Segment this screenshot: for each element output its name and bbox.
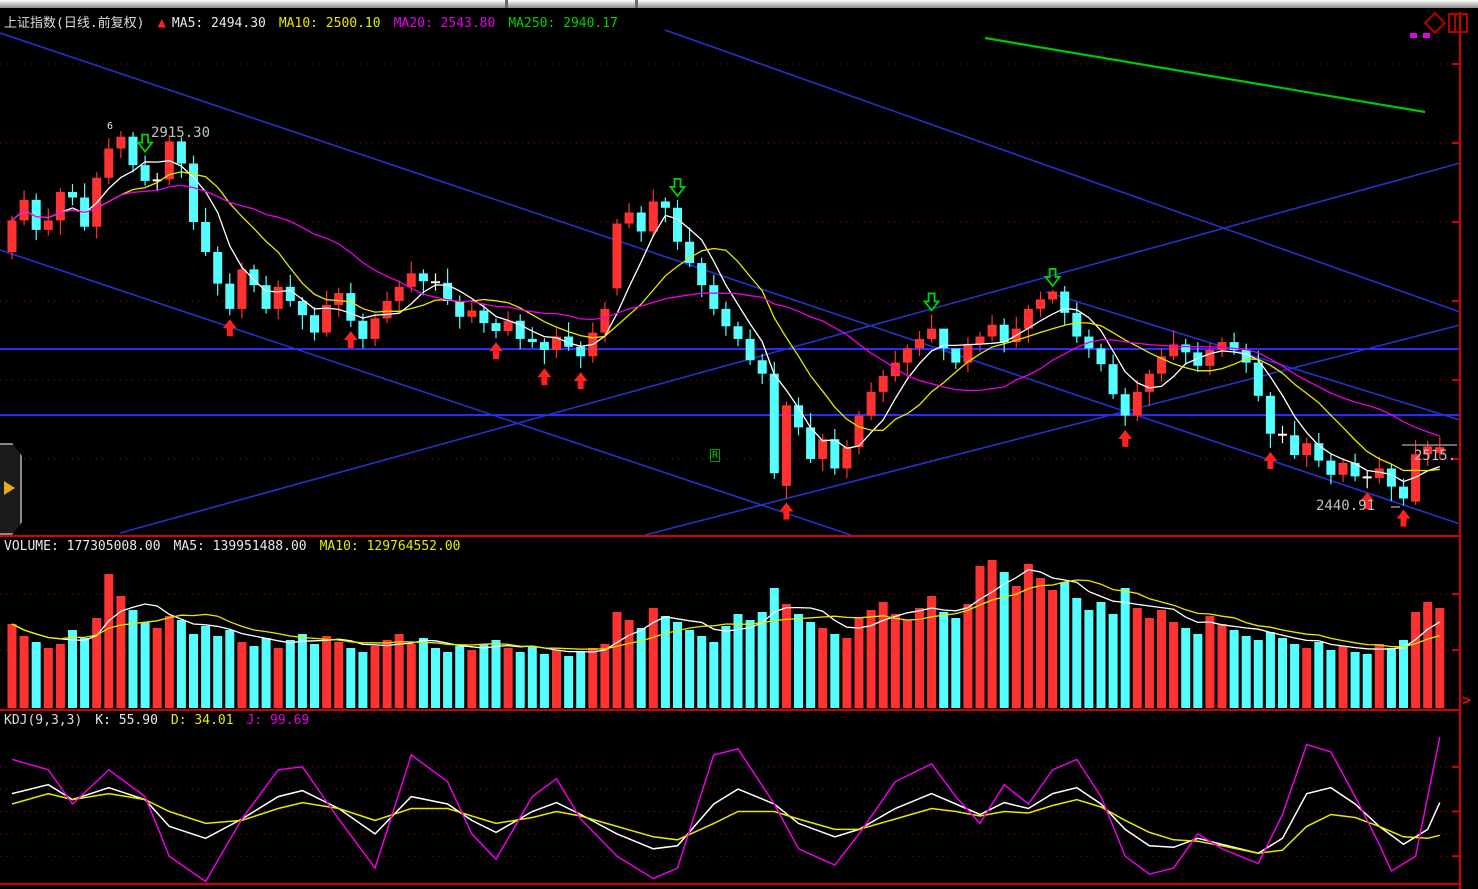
up-arrow-icon: ▲ — [157, 15, 166, 31]
kdj-pane-header: KDJ(9,3,3) K: 55.90 D: 34.01 J: 99.69 — [4, 713, 322, 728]
split-window-icon[interactable] — [1448, 13, 1468, 33]
panel-expand-arrow-icon — [4, 481, 15, 495]
last-price-label: 2515. — [1414, 448, 1457, 464]
toolbar-notch — [635, 0, 638, 8]
volume-ma10-value: MA10: 129764552.00 — [319, 539, 461, 554]
indicator-dot-icon — [1410, 33, 1417, 38]
volume-value: VOLUME: 177305008.00 — [4, 539, 161, 554]
ma5-value: MA5: 2494.30 — [171, 16, 266, 31]
low-price-label: 2440.91 — [1316, 498, 1376, 514]
volume-pane-header: VOLUME: 177305008.00 MA5: 139951488.00 MA1… — [4, 539, 474, 554]
kdj-k-value: K: 55.90 — [95, 713, 158, 728]
ex-rights-marker: R — [710, 449, 721, 462]
price-pane-header: 上证指数(日线.前复权) ▲ MA5: 2494.30 MA10: 2500.10 MA… — [4, 12, 631, 31]
top-toolbar-edge — [0, 0, 1478, 8]
kdj-d-value: D: 34.01 — [170, 713, 234, 728]
expand-pane-arrow[interactable]: > — [1462, 691, 1472, 709]
ma20-value: MA20: 2543.80 — [393, 16, 496, 31]
kdj-j-value: J: 99.69 — [246, 713, 310, 728]
ma10-value: MA10: 2500.10 — [278, 16, 381, 31]
kdj-label: KDJ(9,3,3) — [4, 713, 83, 728]
high-price-label: 2915.30 — [151, 125, 211, 141]
ma250-value: MA250: 2940.17 — [508, 16, 618, 31]
symbol-title: 上证指数(日线.前复权) — [4, 16, 145, 31]
panel-expand-tab[interactable] — [0, 443, 22, 535]
date-marker: 6 — [107, 121, 114, 132]
toolbar-notch — [505, 0, 508, 8]
volume-ma5-value: MA5: 139951488.00 — [173, 539, 307, 554]
indicator-dot-icon — [1423, 33, 1430, 38]
